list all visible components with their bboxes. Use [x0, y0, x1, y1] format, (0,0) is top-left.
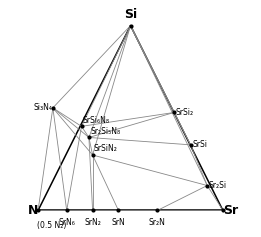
- Text: SrSi: SrSi: [192, 140, 207, 149]
- Text: Si₃N₄: Si₃N₄: [33, 103, 52, 112]
- Text: Sr₂N: Sr₂N: [149, 218, 166, 227]
- Text: SrN₆: SrN₆: [58, 218, 75, 227]
- Text: SrSiN₂: SrSiN₂: [94, 144, 118, 153]
- Text: SrSi₂: SrSi₂: [175, 108, 194, 117]
- Text: Sr₂Si₅N₈: Sr₂Si₅N₈: [90, 127, 120, 136]
- Text: (0.5 N₂): (0.5 N₂): [37, 221, 67, 230]
- Text: SrN₂: SrN₂: [84, 218, 101, 227]
- Text: Sr: Sr: [223, 204, 238, 217]
- Text: SrSi₆N₈: SrSi₆N₈: [83, 115, 110, 124]
- Text: Sr₂Si: Sr₂Si: [209, 181, 227, 190]
- Text: SrN: SrN: [112, 218, 125, 227]
- Text: N: N: [28, 204, 38, 217]
- Text: Si: Si: [124, 8, 137, 21]
